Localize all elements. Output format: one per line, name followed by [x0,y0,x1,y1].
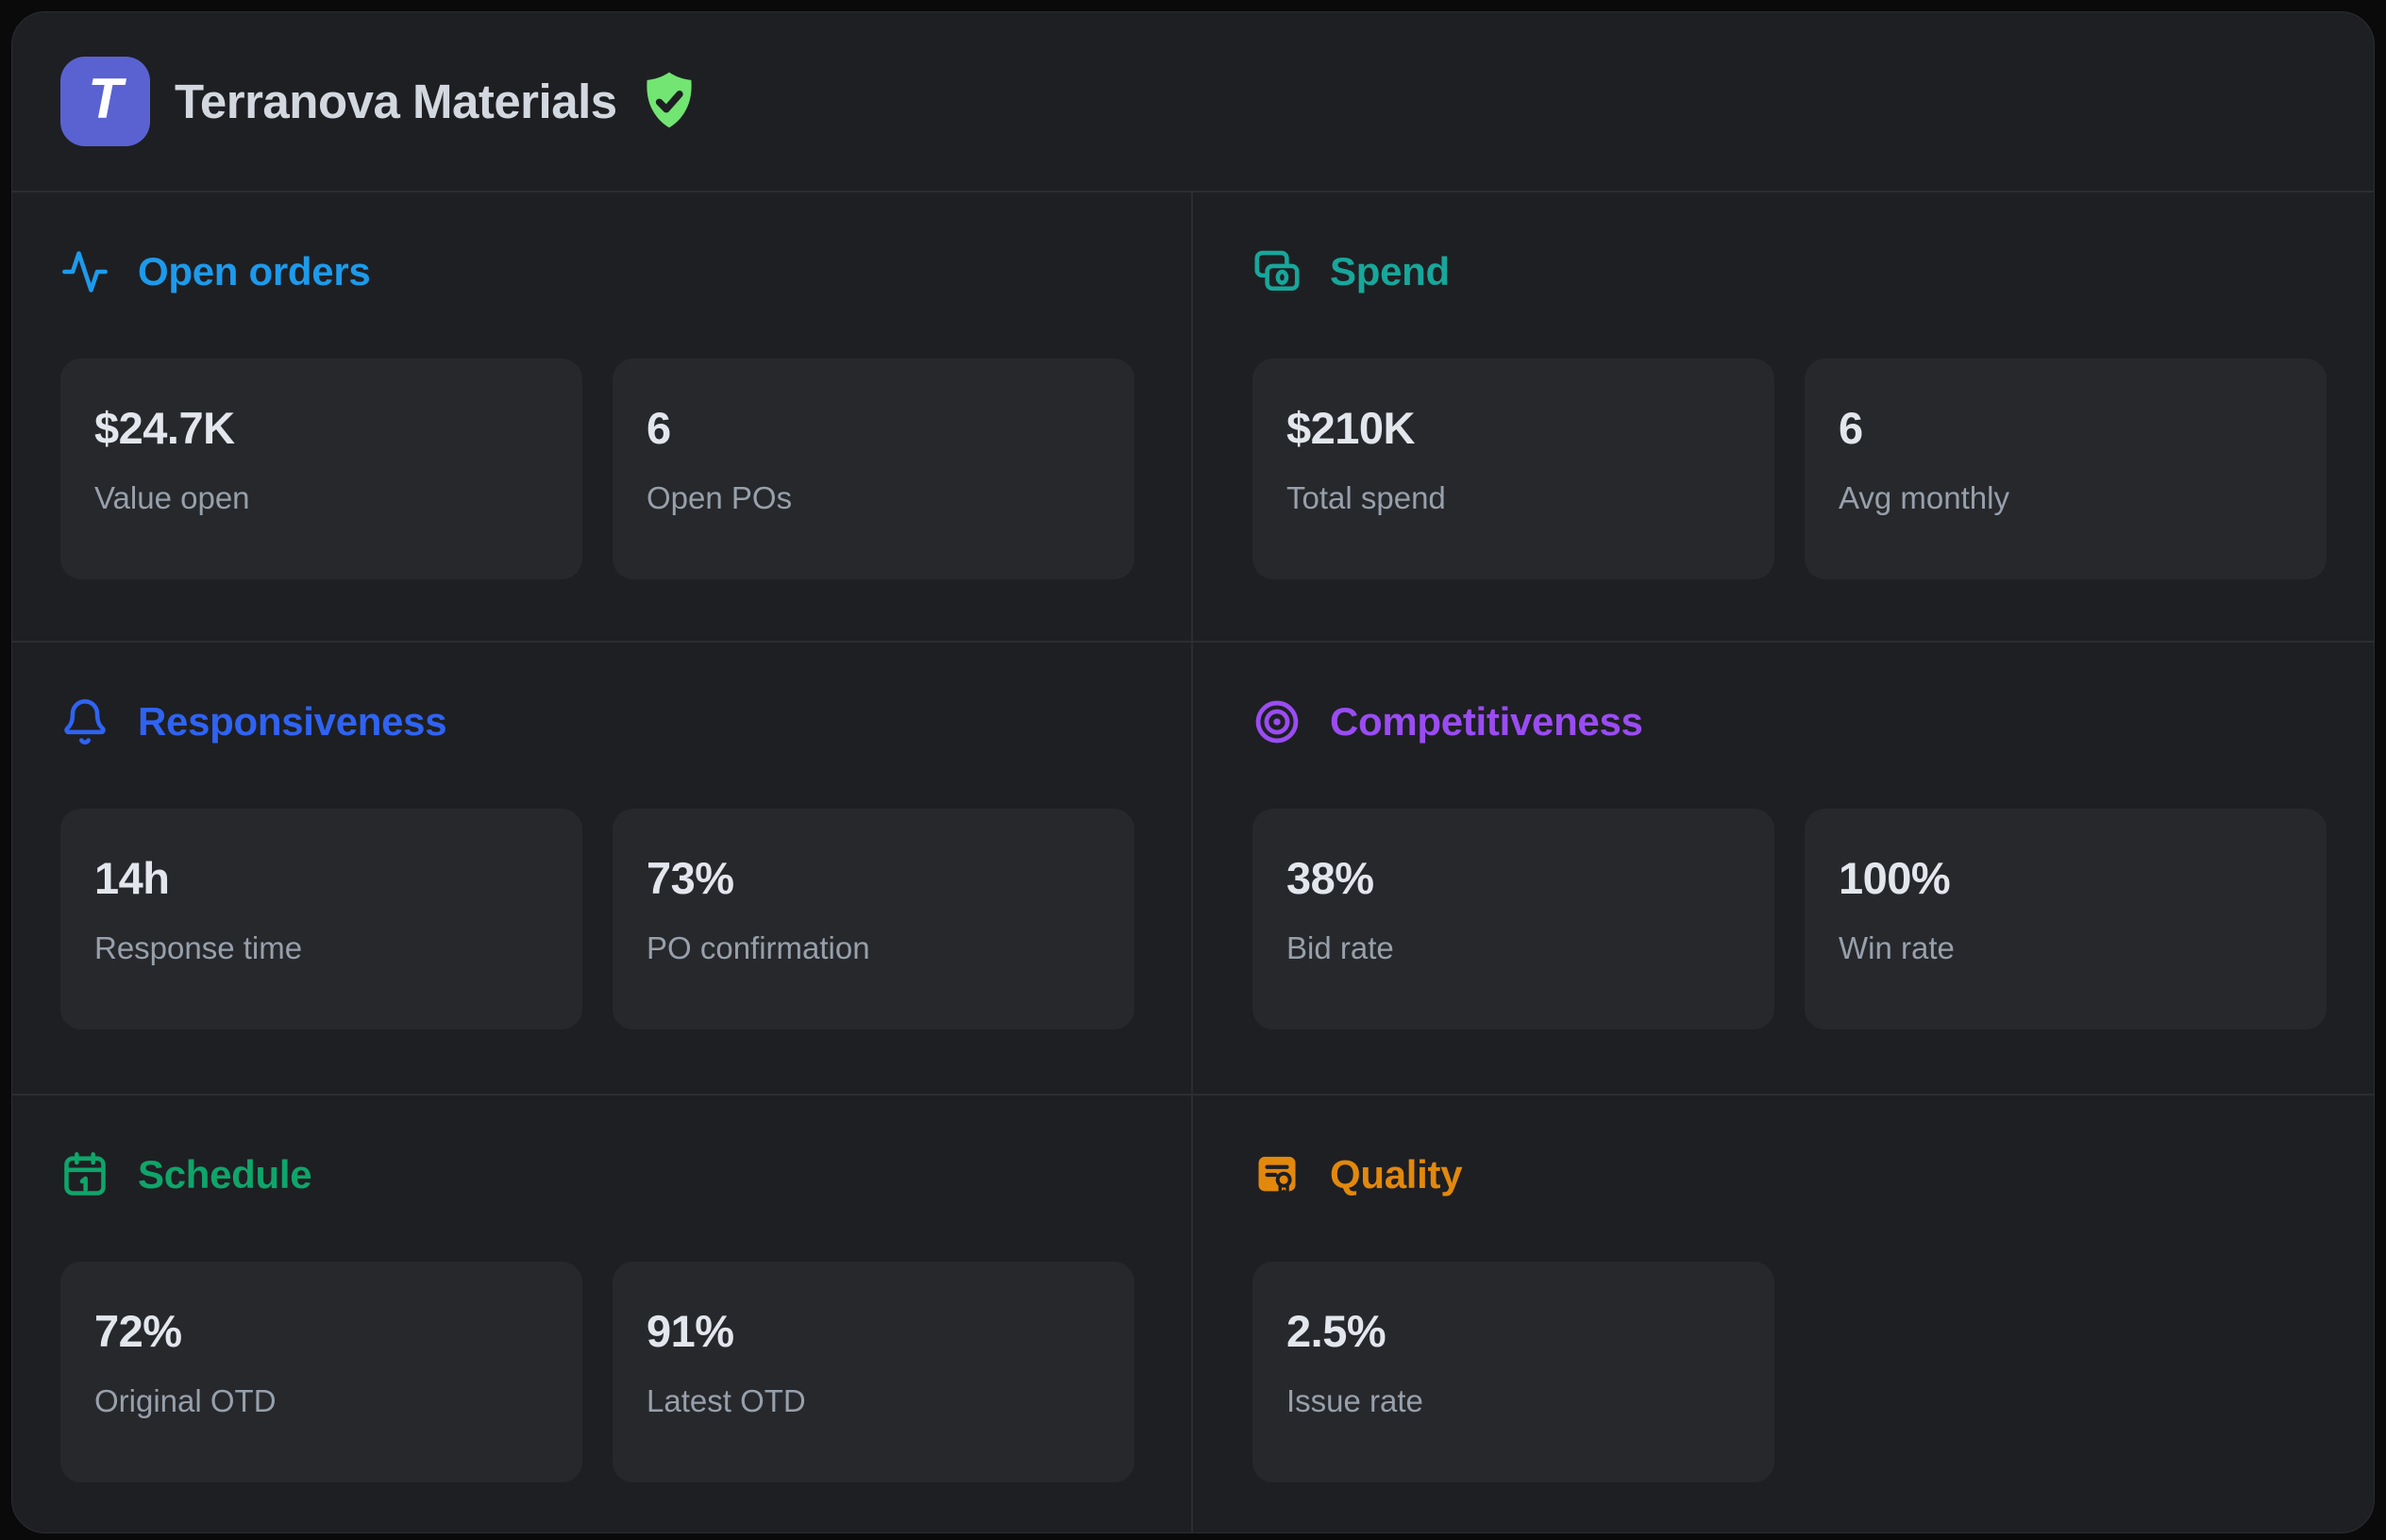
panel-responsiveness-header: Responsiveness [60,697,1144,746]
stat-card: 72% Original OTD [60,1262,582,1482]
stat-value: $210K [1286,403,1416,453]
stat-value: 100% [1839,853,1951,903]
stat-label: Latest OTD [647,1383,806,1418]
panel-schedule: Schedule 72% Original OTD 91% Latest OTD [12,1096,1191,1532]
metrics-grid: Open orders $24.7K Value open 6 Open POs [12,192,2374,1532]
target-icon [1255,700,1299,744]
stat-row: 38% Bid rate 100% Win rate [1252,809,2327,1029]
stat-card: 14h Response time [60,809,582,1029]
stat-value: 91% [647,1306,734,1356]
stat-value: 6 [647,403,671,453]
stat-label: Win rate [1839,930,1955,965]
stat-card: 73% PO confirmation [613,809,1134,1029]
stat-label: Value open [94,480,250,515]
panel-title: Schedule [138,1152,312,1197]
panel-competitiveness: Competitiveness 38% Bid rate 100% Win ra… [1193,643,2374,1094]
stat-value: $24.7K [94,403,235,453]
panel-quality: Quality 2.5% Issue rate [1193,1096,2374,1532]
panel-title: Spend [1330,249,1450,293]
panel-open-orders: Open orders $24.7K Value open 6 Open POs [12,192,1191,641]
stat-label: Original OTD [94,1383,277,1418]
panel-schedule-header: Schedule [60,1150,1144,1199]
stat-label: Response time [94,930,303,965]
company-avatar: T [60,57,150,146]
stat-value: 14h [94,853,170,903]
stat-label: Issue rate [1286,1383,1423,1418]
stat-card: 38% Bid rate [1252,809,1774,1029]
panel-title: Responsiveness [138,699,447,744]
stat-card: 100% Win rate [1805,809,2327,1029]
card-header: T Terranova Materials [12,12,2374,192]
panel-title: Quality [1330,1152,1463,1197]
panel-competitiveness-header: Competitiveness [1252,697,2327,746]
stat-value: 38% [1286,853,1374,903]
stat-label: Total spend [1286,480,1446,515]
supplier-scorecard-card: T Terranova Materials Open orders $24.7K… [11,11,2375,1533]
stat-row: $210K Total spend 6 Avg monthly [1252,359,2327,579]
stat-card: $210K Total spend [1252,359,1774,579]
panel-title: Open orders [138,249,371,293]
banknotes-icon [1254,250,1300,292]
stat-card: 6 Avg monthly [1805,359,2327,579]
calendar-icon [64,1152,106,1196]
stat-card: $24.7K Value open [60,359,582,579]
stat-label: Open POs [647,480,793,515]
shield-check-icon [646,72,692,127]
stat-label: Bid rate [1286,930,1394,965]
stat-value: 72% [94,1306,182,1356]
panel-responsiveness: Responsiveness 14h Response time 73% PO … [12,643,1191,1094]
stat-row: 14h Response time 73% PO confirmation [60,809,1144,1029]
company-name: Terranova Materials [175,75,617,128]
panel-spend-header: Spend [1252,247,2327,296]
stat-card: 6 Open POs [613,359,1134,579]
stat-label: PO confirmation [647,930,870,965]
stat-card: 91% Latest OTD [613,1262,1134,1482]
certificate-icon [1258,1156,1296,1197]
stat-row: 72% Original OTD 91% Latest OTD [60,1262,1144,1482]
bell-icon [64,699,106,745]
panel-spend: Spend $210K Total spend 6 Avg monthly [1193,192,2374,641]
panel-title: Competitiveness [1330,699,1643,744]
stat-value: 6 [1839,403,1863,453]
stat-row: $24.7K Value open 6 Open POs [60,359,1144,579]
panel-quality-header: Quality [1252,1150,2327,1199]
stat-row: 2.5% Issue rate [1252,1262,2327,1482]
stat-value: 2.5% [1286,1306,1386,1356]
activity-icon [62,251,108,293]
stat-value: 73% [647,853,734,903]
stat-label: Avg monthly [1839,480,2009,515]
stat-card: 2.5% Issue rate [1252,1262,1774,1482]
panel-open-orders-header: Open orders [60,247,1144,296]
